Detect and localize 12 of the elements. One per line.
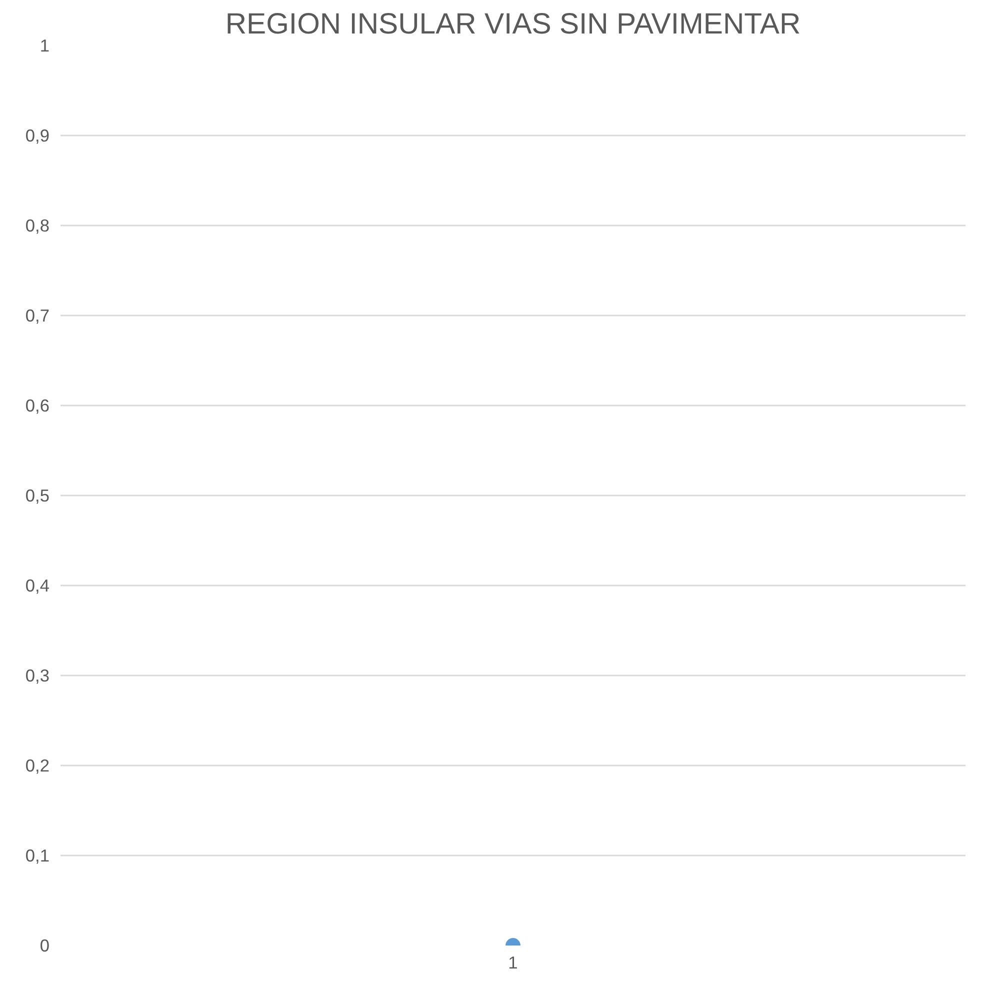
y-tick-label: 1: [40, 36, 50, 56]
y-tick-label: 0,5: [25, 486, 50, 506]
y-tick-label: 0,2: [25, 756, 50, 776]
y-tick-label: 0,6: [25, 396, 50, 416]
y-tick-label: 0,7: [25, 306, 50, 326]
y-tick-label: 0,8: [25, 216, 50, 236]
y-tick-label: 0,4: [25, 576, 50, 596]
y-tick-label: 0: [40, 936, 50, 956]
y-tick-label: 0,9: [25, 126, 50, 146]
y-tick-label: 0,1: [25, 846, 50, 866]
chart-title: REGION INSULAR VIAS SIN PAVIMENTAR: [225, 8, 801, 40]
y-tick-label: 0,3: [25, 666, 50, 686]
